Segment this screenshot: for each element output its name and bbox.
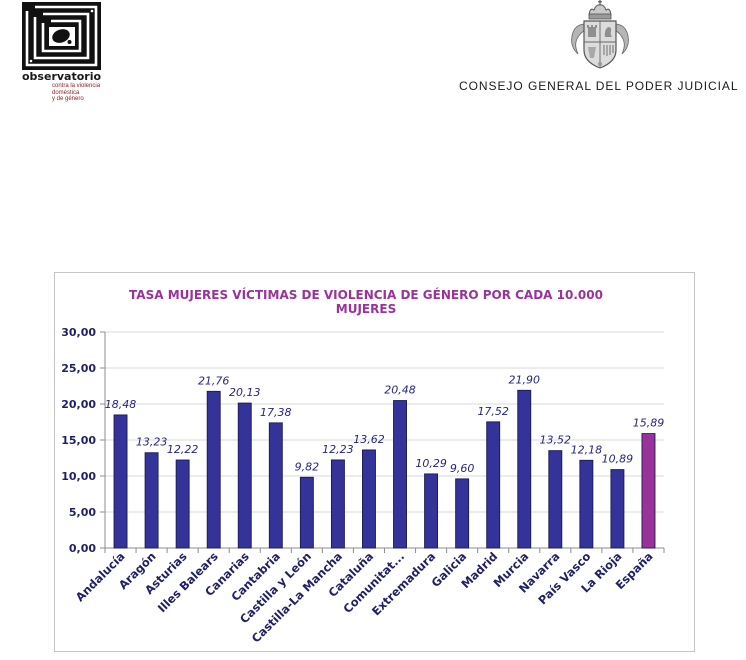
bar-cataluna bbox=[362, 449, 376, 549]
institution-name: CONSEJO GENERAL DEL PODER JUDICIAL bbox=[459, 79, 739, 93]
y-tick-label: 10,00 bbox=[61, 470, 96, 483]
observatorio-logo-icon bbox=[22, 2, 101, 70]
data-label: 12,18 bbox=[571, 443, 603, 456]
data-label: 10,29 bbox=[415, 457, 447, 470]
bar-cantabria bbox=[268, 422, 283, 549]
data-label: 20,13 bbox=[229, 386, 261, 399]
bar-navarra bbox=[548, 450, 563, 549]
y-tick-label: 15,00 bbox=[61, 434, 96, 447]
bar-aragon bbox=[144, 452, 159, 549]
data-label: 18,48 bbox=[105, 398, 136, 411]
logo-tagline: contra la violencia doméstica y de géner… bbox=[52, 83, 100, 103]
data-label: 12,22 bbox=[167, 443, 199, 456]
coat-of-arms-icon bbox=[571, 0, 629, 69]
data-label: 21,76 bbox=[198, 374, 230, 387]
data-label: 13,23 bbox=[136, 436, 168, 449]
y-tick-label: 20,00 bbox=[61, 398, 96, 411]
data-label: 10,89 bbox=[602, 453, 634, 466]
data-label: 20,48 bbox=[384, 384, 416, 397]
bar-illes-balears bbox=[206, 390, 221, 549]
x-tick-label: Andalucía bbox=[73, 549, 128, 604]
data-label: 17,38 bbox=[260, 406, 292, 419]
data-label: 9,82 bbox=[295, 460, 320, 473]
chart-title: TASA MUJERES VÍCTIMAS DE VIOLENCIA DE GÉ… bbox=[129, 288, 603, 316]
bar-pais-vasco bbox=[579, 459, 594, 549]
logo-tagline-line: y de género bbox=[52, 96, 84, 102]
bar-comunitat bbox=[393, 400, 407, 549]
bar-la-rioja bbox=[610, 469, 625, 549]
logo-tagline-line: doméstica bbox=[52, 89, 80, 96]
data-label: 15,89 bbox=[633, 417, 665, 430]
logo-tagline-line: contra la violencia bbox=[52, 83, 101, 89]
bar-asturias bbox=[175, 459, 190, 549]
y-tick-label: 0,00 bbox=[69, 542, 96, 555]
bar-galicia bbox=[455, 478, 470, 549]
y-tick-label: 25,00 bbox=[61, 362, 96, 375]
data-label: 17,52 bbox=[477, 405, 509, 418]
bar-murcia bbox=[517, 389, 532, 549]
data-label: 21,90 bbox=[509, 373, 541, 386]
bar-espana bbox=[641, 433, 656, 549]
data-label: 13,52 bbox=[540, 434, 572, 447]
chart-container: 0,00 5,00 10,00 15,00 20,00 25,00 30,00 18,48 An… bbox=[54, 272, 695, 652]
y-tick-label: 5,00 bbox=[69, 506, 96, 519]
bar-canarias bbox=[237, 402, 252, 549]
data-label: 13,62 bbox=[353, 433, 385, 446]
logo-name: observatorio bbox=[22, 70, 102, 83]
data-label: 9,60 bbox=[450, 462, 475, 475]
bar-madrid bbox=[486, 421, 501, 549]
bar-castilla-la-mancha bbox=[330, 459, 345, 549]
bar-castilla-y-leon bbox=[299, 476, 314, 549]
y-tick-label: 30,00 bbox=[61, 326, 96, 339]
bar-andalucia bbox=[113, 414, 128, 549]
bar-chart: 0,00 5,00 10,00 15,00 20,00 25,00 30,00 18,48 An… bbox=[61, 326, 665, 645]
data-label: 12,23 bbox=[322, 443, 354, 456]
bar-extremadura bbox=[424, 473, 439, 549]
